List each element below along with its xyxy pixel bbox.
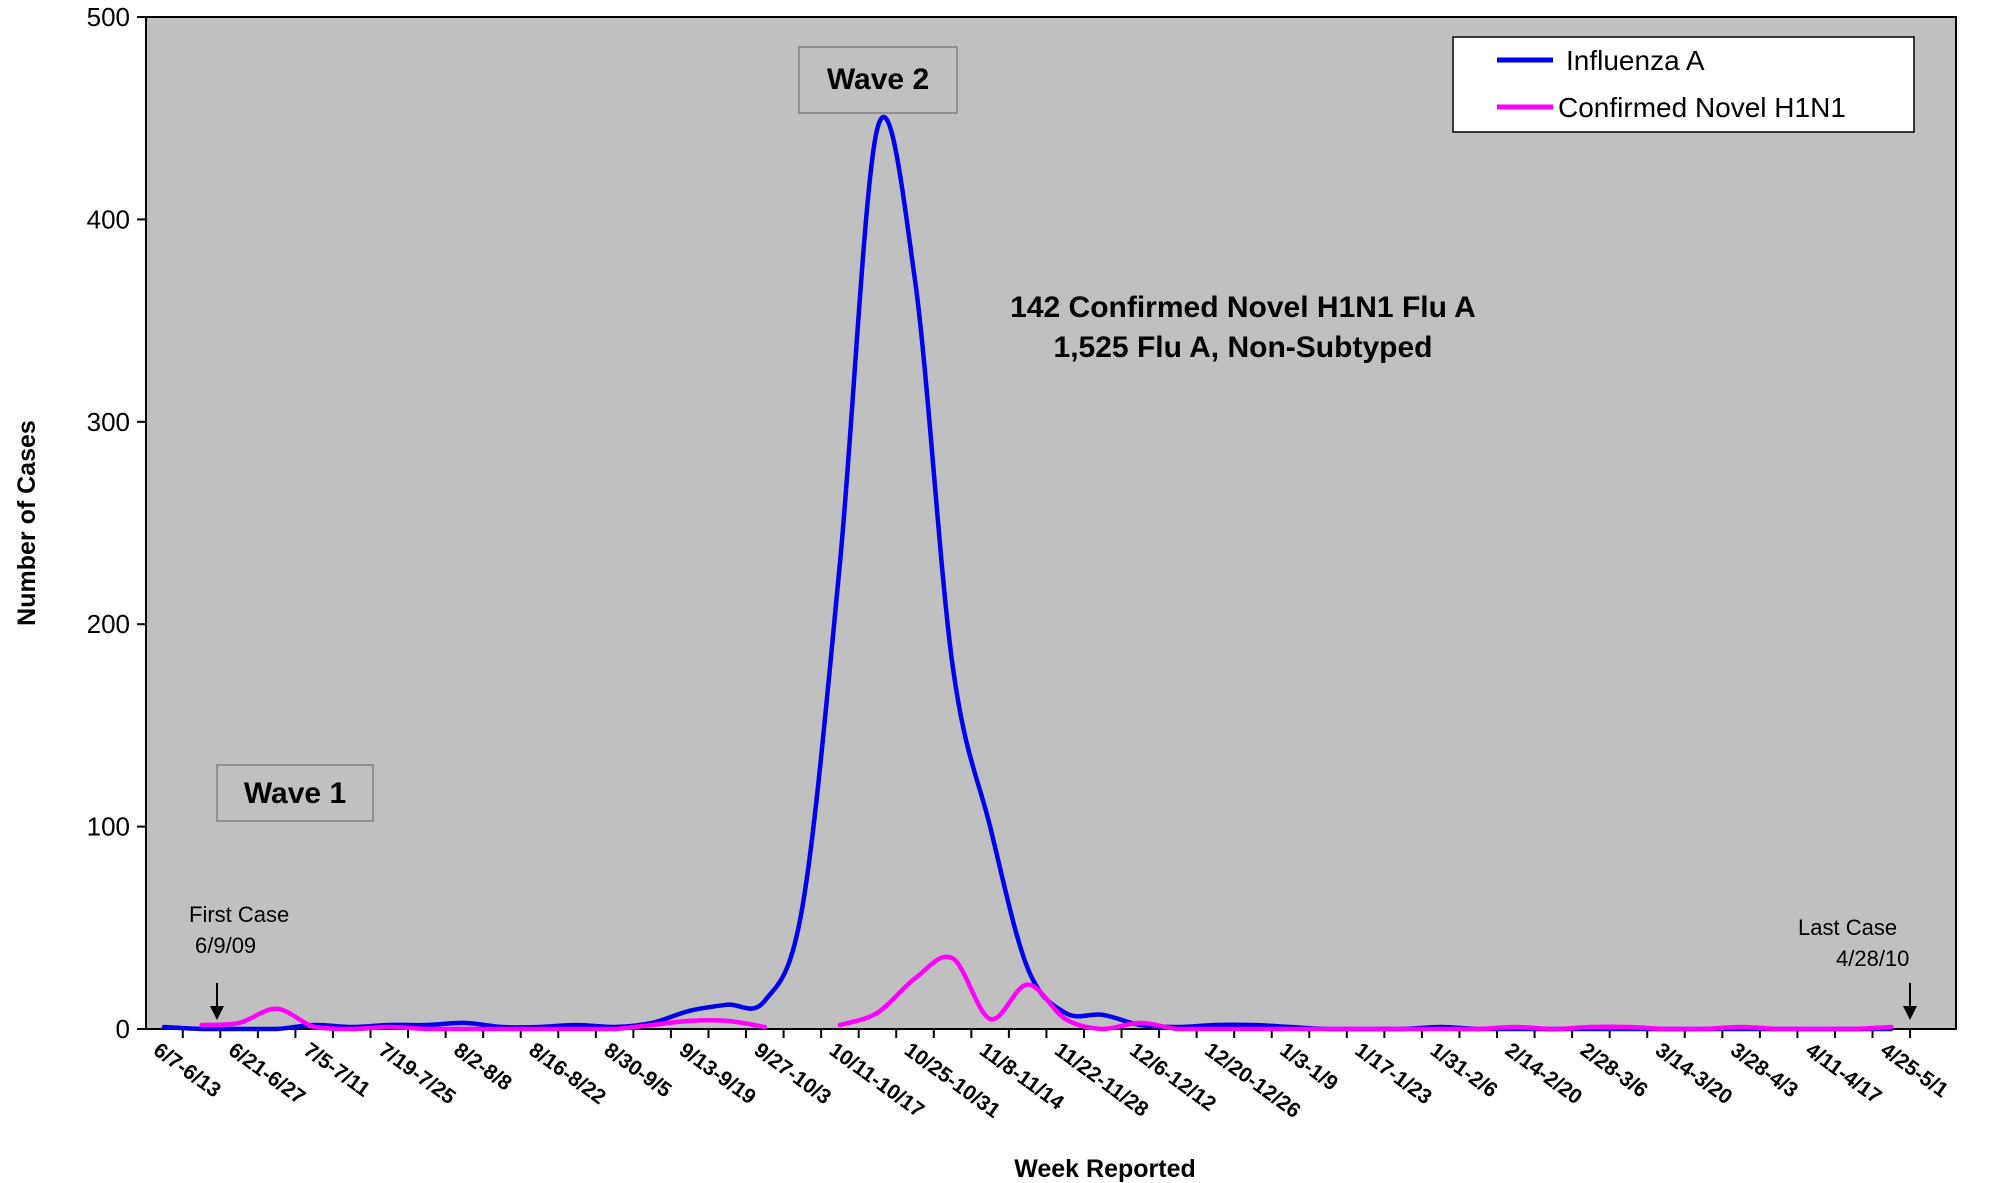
x-tick-label: 3/14-3/20 [1651,1038,1736,1109]
x-tick-label: 8/30-9/5 [600,1038,676,1102]
x-tick-label: 1/31-2/6 [1426,1038,1502,1102]
x-tick-label: 7/5-7/11 [299,1038,374,1101]
last-case-label: Last Case [1798,915,1897,940]
wave-2-callout: Wave 2 [798,46,958,114]
y-axis-ticks: 0 100 200 300 400 500 [87,2,146,1044]
series-layer [161,114,1894,1032]
summary-line-1: 142 Confirmed Novel H1N1 Flu A [1010,291,1476,324]
x-axis-title: Week Reported [1014,1155,1196,1183]
y-tick-label: 500 [87,2,130,32]
wave-1-box [216,764,374,822]
x-tick-label: 4/11-4/17 [1801,1038,1885,1108]
y-tick-label: 0 [116,1014,130,1044]
plot-area [145,16,1957,1030]
x-tick-label: 4/25-5/1 [1876,1038,1952,1102]
y-tick-label: 200 [87,609,130,639]
legend-label-influenza-a: Influenza A [1566,45,1705,76]
x-tick-label: 6/7-6/13 [149,1038,225,1102]
wave-1-label: Wave 1 [244,777,346,810]
x-tick-label: 1/3-1/9 [1276,1038,1342,1095]
last-case-date: 4/28/10 [1836,946,1909,971]
wave-2-box [798,46,958,114]
last-case-annotation: Last Case 4/28/10 [1798,915,1917,1020]
legend-box [1452,36,1915,133]
last-case-arrowhead [1903,1006,1917,1020]
x-tick-label: 7/19-7/25 [374,1038,460,1109]
x-tick-label: 3/28-4/3 [1726,1038,1802,1102]
y-axis-title: Number of Cases [13,420,41,626]
x-tick-label: 2/28-3/6 [1576,1038,1652,1102]
x-tick-label: 1/17-1/23 [1351,1038,1436,1109]
x-tick-label: 9/27-10/3 [750,1038,835,1109]
wave-2-label: Wave 2 [827,63,929,96]
legend-label-h1n1: Confirmed Novel H1N1 [1558,92,1846,123]
x-tick-label: 8/16-8/22 [525,1038,610,1109]
x-tick-label: 2/14-2/20 [1501,1038,1586,1109]
x-tick-label: 8/2-8/8 [449,1038,516,1095]
first-case-arrowhead [210,1006,224,1020]
x-axis-ticks: 6/7-6/13 6/21-6/277/5-7/11 7/19-7/258/2-8/… [149,1029,1952,1123]
series-line-confirmed-novel-h1n1 [199,1006,768,1032]
first-case-annotation: First Case 6/9/09 [189,902,289,1020]
legend: Influenza A Confirmed Novel H1N1 [1452,36,1915,133]
first-case-date: 6/9/09 [195,933,256,958]
wave-1-callout: Wave 1 [216,764,374,822]
y-tick-label: 100 [87,812,130,842]
y-tick-label: 400 [87,204,130,234]
summary-line-2: 1,525 Flu A, Non-Subtyped [1054,331,1433,364]
x-tick-label: 9/13-9/19 [675,1038,760,1109]
first-case-label: First Case [189,902,289,927]
x-tick-label: 6/21-6/27 [224,1038,309,1109]
y-tick-label: 300 [87,407,130,437]
